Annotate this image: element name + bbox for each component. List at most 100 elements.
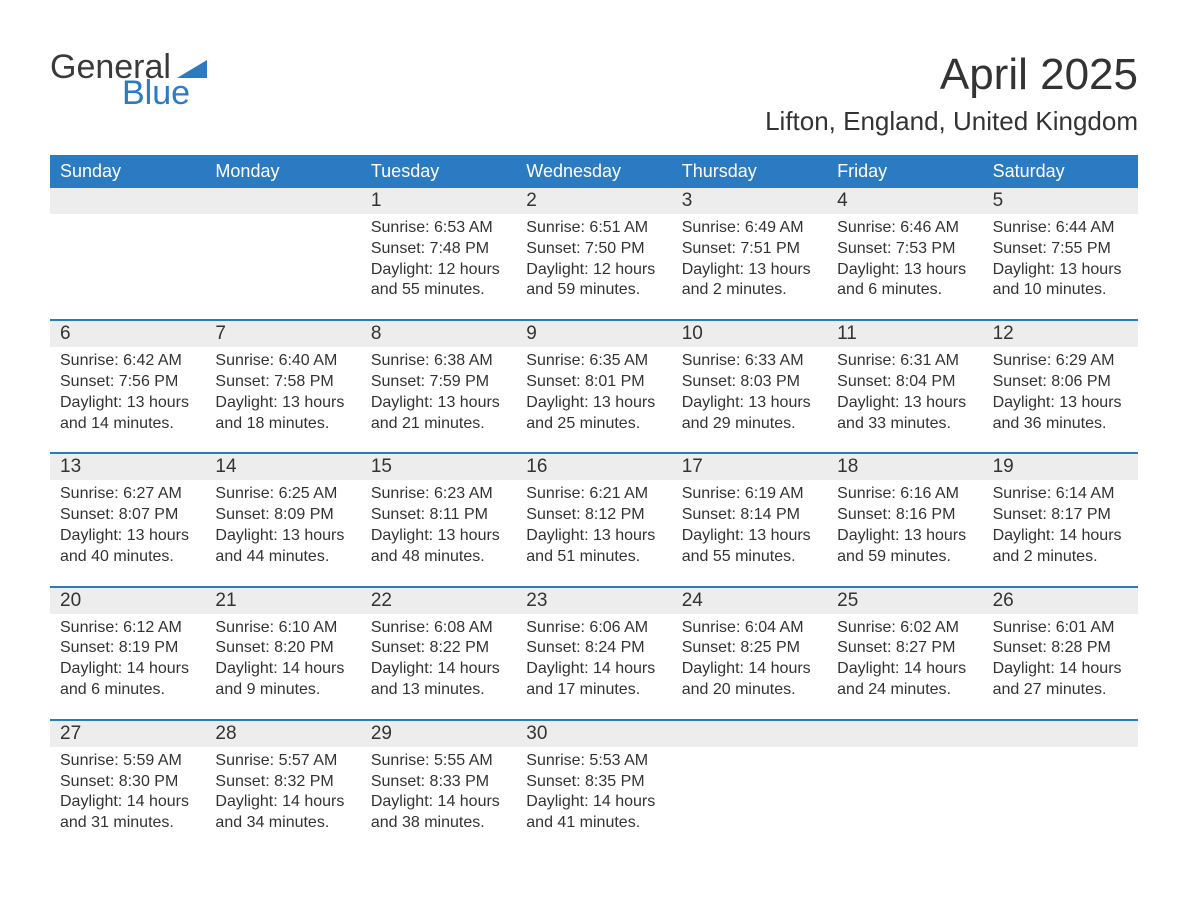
title-block: April 2025 Lifton, England, United Kingd… — [765, 50, 1138, 137]
day-cell: Sunrise: 6:49 AMSunset: 7:51 PMDaylight:… — [672, 214, 827, 319]
day-cell — [827, 747, 982, 852]
week-4: 20212223242526Sunrise: 6:12 AMSunset: 8:… — [50, 586, 1138, 719]
day-cell: Sunrise: 6:40 AMSunset: 7:58 PMDaylight:… — [205, 347, 360, 452]
month-title: April 2025 — [765, 50, 1138, 100]
week-3: 13141516171819Sunrise: 6:27 AMSunset: 8:… — [50, 452, 1138, 585]
date-cell: 9 — [516, 321, 671, 347]
date-cell: 4 — [827, 188, 982, 214]
date-cell: 12 — [983, 321, 1138, 347]
date-cell — [983, 721, 1138, 747]
date-row: 20212223242526 — [50, 588, 1138, 614]
week-1: 12345Sunrise: 6:53 AMSunset: 7:48 PMDayl… — [50, 188, 1138, 319]
date-cell: 11 — [827, 321, 982, 347]
date-cell: 25 — [827, 588, 982, 614]
date-row: 6789101112 — [50, 321, 1138, 347]
date-cell: 22 — [361, 588, 516, 614]
day-cell — [672, 747, 827, 852]
date-cell: 7 — [205, 321, 360, 347]
day-cell: Sunrise: 6:25 AMSunset: 8:09 PMDaylight:… — [205, 480, 360, 585]
date-cell: 23 — [516, 588, 671, 614]
day-cell: Sunrise: 6:01 AMSunset: 8:28 PMDaylight:… — [983, 614, 1138, 719]
date-cell: 26 — [983, 588, 1138, 614]
location-subtitle: Lifton, England, United Kingdom — [765, 106, 1138, 137]
logo: General Blue — [50, 50, 207, 110]
week-5: 27282930Sunrise: 5:59 AMSunset: 8:30 PMD… — [50, 719, 1138, 852]
day-cell — [205, 214, 360, 319]
day-cell: Sunrise: 5:57 AMSunset: 8:32 PMDaylight:… — [205, 747, 360, 852]
date-row: 27282930 — [50, 721, 1138, 747]
day-header-thursday: Thursday — [672, 155, 827, 188]
date-cell: 5 — [983, 188, 1138, 214]
day-cell: Sunrise: 6:46 AMSunset: 7:53 PMDaylight:… — [827, 214, 982, 319]
day-header-monday: Monday — [205, 155, 360, 188]
day-cell: Sunrise: 6:04 AMSunset: 8:25 PMDaylight:… — [672, 614, 827, 719]
day-cell: Sunrise: 5:59 AMSunset: 8:30 PMDaylight:… — [50, 747, 205, 852]
data-row: Sunrise: 5:59 AMSunset: 8:30 PMDaylight:… — [50, 747, 1138, 852]
logo-word-blue: Blue — [122, 76, 207, 110]
day-cell: Sunrise: 6:14 AMSunset: 8:17 PMDaylight:… — [983, 480, 1138, 585]
day-cell: Sunrise: 6:53 AMSunset: 7:48 PMDaylight:… — [361, 214, 516, 319]
date-cell: 27 — [50, 721, 205, 747]
date-row: 13141516171819 — [50, 454, 1138, 480]
date-cell: 2 — [516, 188, 671, 214]
calendar: SundayMondayTuesdayWednesdayThursdayFrid… — [50, 155, 1138, 852]
day-header-tuesday: Tuesday — [361, 155, 516, 188]
day-cell: Sunrise: 6:42 AMSunset: 7:56 PMDaylight:… — [50, 347, 205, 452]
date-cell — [672, 721, 827, 747]
date-row: 12345 — [50, 188, 1138, 214]
day-cell: Sunrise: 6:16 AMSunset: 8:16 PMDaylight:… — [827, 480, 982, 585]
date-cell: 29 — [361, 721, 516, 747]
day-header-saturday: Saturday — [983, 155, 1138, 188]
data-row: Sunrise: 6:12 AMSunset: 8:19 PMDaylight:… — [50, 614, 1138, 719]
day-cell: Sunrise: 6:06 AMSunset: 8:24 PMDaylight:… — [516, 614, 671, 719]
header: General Blue April 2025 Lifton, England,… — [50, 50, 1138, 137]
calendar-day-header: SundayMondayTuesdayWednesdayThursdayFrid… — [50, 155, 1138, 188]
day-header-friday: Friday — [827, 155, 982, 188]
date-cell — [50, 188, 205, 214]
date-cell: 19 — [983, 454, 1138, 480]
date-cell: 1 — [361, 188, 516, 214]
week-2: 6789101112Sunrise: 6:42 AMSunset: 7:56 P… — [50, 319, 1138, 452]
day-cell — [50, 214, 205, 319]
day-cell: Sunrise: 6:19 AMSunset: 8:14 PMDaylight:… — [672, 480, 827, 585]
date-cell: 15 — [361, 454, 516, 480]
date-cell: 10 — [672, 321, 827, 347]
day-cell: Sunrise: 5:53 AMSunset: 8:35 PMDaylight:… — [516, 747, 671, 852]
date-cell: 13 — [50, 454, 205, 480]
date-cell: 17 — [672, 454, 827, 480]
data-row: Sunrise: 6:42 AMSunset: 7:56 PMDaylight:… — [50, 347, 1138, 452]
day-cell: Sunrise: 6:27 AMSunset: 8:07 PMDaylight:… — [50, 480, 205, 585]
day-cell — [983, 747, 1138, 852]
day-header-wednesday: Wednesday — [516, 155, 671, 188]
day-cell: Sunrise: 6:21 AMSunset: 8:12 PMDaylight:… — [516, 480, 671, 585]
date-cell: 16 — [516, 454, 671, 480]
date-cell: 14 — [205, 454, 360, 480]
date-cell: 3 — [672, 188, 827, 214]
day-cell: Sunrise: 6:02 AMSunset: 8:27 PMDaylight:… — [827, 614, 982, 719]
day-cell: Sunrise: 6:23 AMSunset: 8:11 PMDaylight:… — [361, 480, 516, 585]
date-cell: 21 — [205, 588, 360, 614]
day-cell: Sunrise: 5:55 AMSunset: 8:33 PMDaylight:… — [361, 747, 516, 852]
day-cell: Sunrise: 6:33 AMSunset: 8:03 PMDaylight:… — [672, 347, 827, 452]
day-cell: Sunrise: 6:08 AMSunset: 8:22 PMDaylight:… — [361, 614, 516, 719]
data-row: Sunrise: 6:27 AMSunset: 8:07 PMDaylight:… — [50, 480, 1138, 585]
day-cell: Sunrise: 6:31 AMSunset: 8:04 PMDaylight:… — [827, 347, 982, 452]
date-cell — [827, 721, 982, 747]
date-cell: 28 — [205, 721, 360, 747]
day-cell: Sunrise: 6:10 AMSunset: 8:20 PMDaylight:… — [205, 614, 360, 719]
date-cell: 24 — [672, 588, 827, 614]
date-cell: 30 — [516, 721, 671, 747]
date-cell: 20 — [50, 588, 205, 614]
day-cell: Sunrise: 6:12 AMSunset: 8:19 PMDaylight:… — [50, 614, 205, 719]
date-cell: 8 — [361, 321, 516, 347]
day-cell: Sunrise: 6:29 AMSunset: 8:06 PMDaylight:… — [983, 347, 1138, 452]
day-cell: Sunrise: 6:44 AMSunset: 7:55 PMDaylight:… — [983, 214, 1138, 319]
date-cell — [205, 188, 360, 214]
data-row: Sunrise: 6:53 AMSunset: 7:48 PMDaylight:… — [50, 214, 1138, 319]
day-cell: Sunrise: 6:35 AMSunset: 8:01 PMDaylight:… — [516, 347, 671, 452]
day-cell: Sunrise: 6:38 AMSunset: 7:59 PMDaylight:… — [361, 347, 516, 452]
day-cell: Sunrise: 6:51 AMSunset: 7:50 PMDaylight:… — [516, 214, 671, 319]
day-header-sunday: Sunday — [50, 155, 205, 188]
date-cell: 18 — [827, 454, 982, 480]
date-cell: 6 — [50, 321, 205, 347]
